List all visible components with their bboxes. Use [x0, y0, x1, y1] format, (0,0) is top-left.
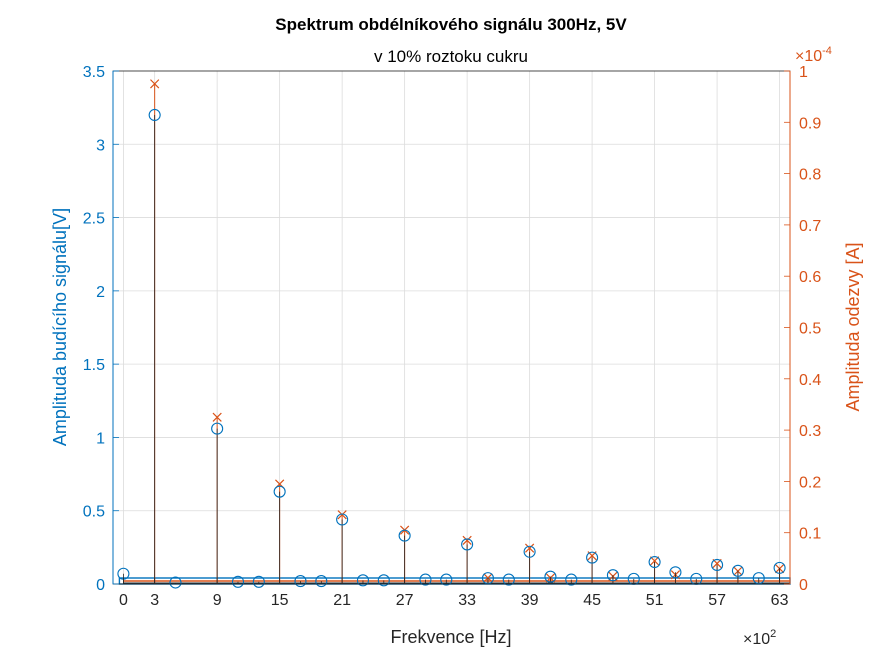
- excitation-point: [273, 485, 286, 498]
- excitation-point: [648, 555, 661, 569]
- excitation-point: [523, 545, 536, 558]
- left-y-tick-label: 2: [96, 284, 105, 301]
- response-point: [462, 535, 472, 546]
- right-y-tick-label: 1: [799, 64, 808, 81]
- response-point: [483, 573, 493, 583]
- response-point: [150, 79, 160, 89]
- excitation-point: [252, 575, 265, 588]
- excitation-point: [169, 576, 182, 589]
- right-y-axis-label: Amplituda odezvy [A]: [843, 242, 863, 411]
- x-tick-label: 21: [333, 592, 351, 609]
- plot-area: [113, 71, 790, 584]
- right-y-tick-label: 0.1: [799, 526, 821, 543]
- excitation-point: [544, 570, 557, 583]
- excitation-point: [565, 573, 578, 586]
- x-tick-label: 15: [271, 592, 289, 609]
- x-tick-label: 51: [646, 592, 664, 609]
- excitation-point: [586, 551, 599, 564]
- right-y-tick-label: 0.8: [799, 167, 821, 184]
- excitation-point: [419, 573, 432, 586]
- right-y-tick-label: 0.2: [799, 474, 821, 491]
- chart-subtitle: v 10% roztoku cukru: [374, 47, 528, 66]
- excitation-point: [398, 529, 411, 542]
- right-y-tick-label: 0.9: [799, 115, 821, 132]
- left-y-tick-label: 1.5: [83, 357, 105, 374]
- x-tick-label: 27: [396, 592, 414, 609]
- right-axis-exponent: ×10-4: [795, 45, 832, 65]
- excitation-point: [669, 566, 682, 579]
- x-tick-label: 57: [708, 592, 726, 609]
- left-y-tick-label: 0.5: [83, 504, 105, 521]
- excitation-point: [731, 564, 744, 577]
- excitation-point: [502, 573, 515, 586]
- response-point: [524, 543, 535, 553]
- axes: 0 3 9 15 21 27 33 39 45 51 57 6300.511.522.533.500.…: [83, 64, 822, 609]
- left-y-tick-label: 2.5: [83, 211, 105, 228]
- excitation-point: [231, 575, 245, 588]
- x-tick-label: 3: [150, 592, 159, 609]
- right-y-tick-label: 0: [799, 577, 808, 594]
- response-point: [337, 510, 347, 520]
- x-tick-label: 9: [213, 592, 222, 609]
- excitation-point: [356, 574, 370, 587]
- x-tick-label: 39: [521, 592, 539, 609]
- x-tick-label: 45: [583, 592, 601, 609]
- excitation-point: [440, 573, 453, 586]
- right-y-tick-label: 0.4: [799, 372, 821, 389]
- left-y-tick-label: 3.5: [83, 64, 105, 81]
- x-axis-exponent: ×102: [743, 628, 776, 648]
- left-y-axis-label: Amplituda budícího signálu[V]: [50, 208, 70, 446]
- left-y-tick-label: 3: [96, 137, 105, 154]
- excitation-point: [211, 422, 224, 435]
- excitation-point: [315, 575, 328, 588]
- x-tick-label: 33: [458, 592, 476, 609]
- excitation-point: [606, 569, 619, 582]
- excitation-point: [336, 513, 349, 526]
- excitation-point: [377, 574, 390, 587]
- excitation-point: [148, 108, 161, 122]
- right-y-tick-label: 0.3: [799, 423, 821, 440]
- chart-title: Spektrum obdélníkového signálu 300Hz, 5V: [275, 15, 627, 34]
- x-tick-label: 0: [119, 592, 128, 609]
- right-y-tick-label: 0.6: [799, 269, 821, 286]
- excitation-point: [461, 538, 474, 551]
- excitation-point: [711, 558, 724, 571]
- response-point: [649, 556, 660, 566]
- right-y-tick-label: 0.5: [799, 321, 821, 338]
- x-axis-label: Frekvence [Hz]: [390, 627, 511, 647]
- excitation-point: [773, 561, 786, 574]
- excitation-point: [294, 575, 307, 588]
- right-y-tick-label: 0.7: [799, 218, 821, 235]
- response-point: [212, 412, 222, 422]
- left-y-tick-label: 0: [96, 577, 105, 594]
- x-tick-label: 63: [771, 592, 789, 609]
- left-y-tick-label: 1: [96, 430, 105, 447]
